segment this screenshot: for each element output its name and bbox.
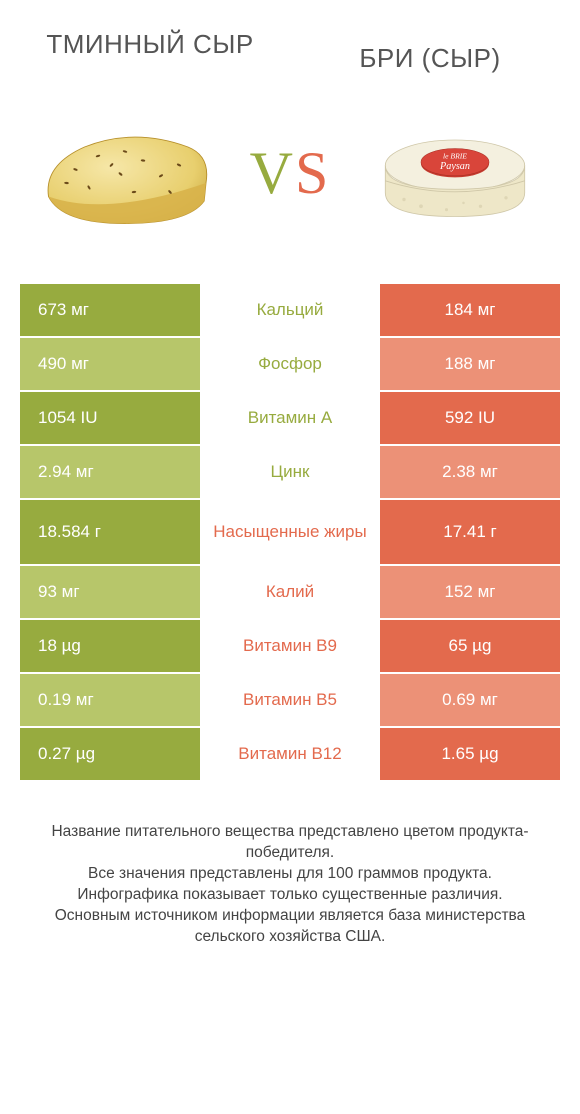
value-left: 18.584 г (20, 500, 200, 564)
vs-label: VS (250, 139, 331, 208)
value-right: 188 мг (380, 338, 560, 390)
nutrient-label: Витамин B9 (200, 620, 380, 672)
nutrient-label: Витамин A (200, 392, 380, 444)
nutrient-label: Насыщенные жиры (200, 500, 380, 564)
svg-text:Paysan: Paysan (439, 161, 470, 172)
value-right: 592 IU (380, 392, 560, 444)
nutrient-label: Калий (200, 566, 380, 618)
value-left: 490 мг (20, 338, 200, 390)
vs-v: V (250, 140, 295, 206)
title-left: ТМИННЫЙ СЫР (40, 30, 260, 60)
table-row: 18.584 гНасыщенные жиры17.41 г (20, 500, 560, 564)
value-right: 17.41 г (380, 500, 560, 564)
footer-line: Название питательного вещества представл… (30, 822, 550, 864)
nutrient-label: Витамин B12 (200, 728, 380, 780)
table-row: 0.19 мгВитамин B50.69 мг (20, 674, 560, 726)
value-right: 152 мг (380, 566, 560, 618)
header: ТМИННЫЙ СЫР БРИ (СЫР) (0, 0, 580, 84)
table-row: 1054 IUВитамин A592 IU (20, 392, 560, 444)
table-row: 18 µgВитамин B965 µg (20, 620, 560, 672)
value-right: 184 мг (380, 284, 560, 336)
value-left: 18 µg (20, 620, 200, 672)
table-row: 0.27 µgВитамин B121.65 µg (20, 728, 560, 780)
value-left: 2.94 мг (20, 446, 200, 498)
value-right: 65 µg (380, 620, 560, 672)
table-row: 2.94 мгЦинк2.38 мг (20, 446, 560, 498)
value-right: 0.69 мг (380, 674, 560, 726)
brie-cheese-image: le BRIE Paysan (360, 99, 550, 249)
title-right: БРИ (СЫР) (320, 30, 540, 74)
value-left: 673 мг (20, 284, 200, 336)
table-row: 93 мгКалий152 мг (20, 566, 560, 618)
footer-line: Основным источником информации является … (30, 906, 550, 948)
value-left: 0.27 µg (20, 728, 200, 780)
value-left: 93 мг (20, 566, 200, 618)
nutrient-label: Фосфор (200, 338, 380, 390)
svg-text:le BRIE: le BRIE (443, 152, 467, 161)
footer-line: Инфографика показывает только существенн… (30, 885, 550, 906)
vs-s: S (295, 140, 330, 206)
value-left: 1054 IU (20, 392, 200, 444)
nutrient-label: Витамин B5 (200, 674, 380, 726)
footer-text: Название питательного вещества представл… (0, 782, 580, 948)
table-row: 673 мгКальций184 мг (20, 284, 560, 336)
table-row: 490 мгФосфор188 мг (20, 338, 560, 390)
value-left: 0.19 мг (20, 674, 200, 726)
cumin-cheese-image (30, 99, 220, 249)
nutrient-label: Кальций (200, 284, 380, 336)
comparison-table: 673 мгКальций184 мг490 мгФосфор188 мг105… (20, 284, 560, 780)
footer-line: Все значения представлены для 100 граммо… (30, 864, 550, 885)
images-row: VS le BRIE Paysan (0, 84, 580, 284)
value-right: 1.65 µg (380, 728, 560, 780)
value-right: 2.38 мг (380, 446, 560, 498)
nutrient-label: Цинк (200, 446, 380, 498)
